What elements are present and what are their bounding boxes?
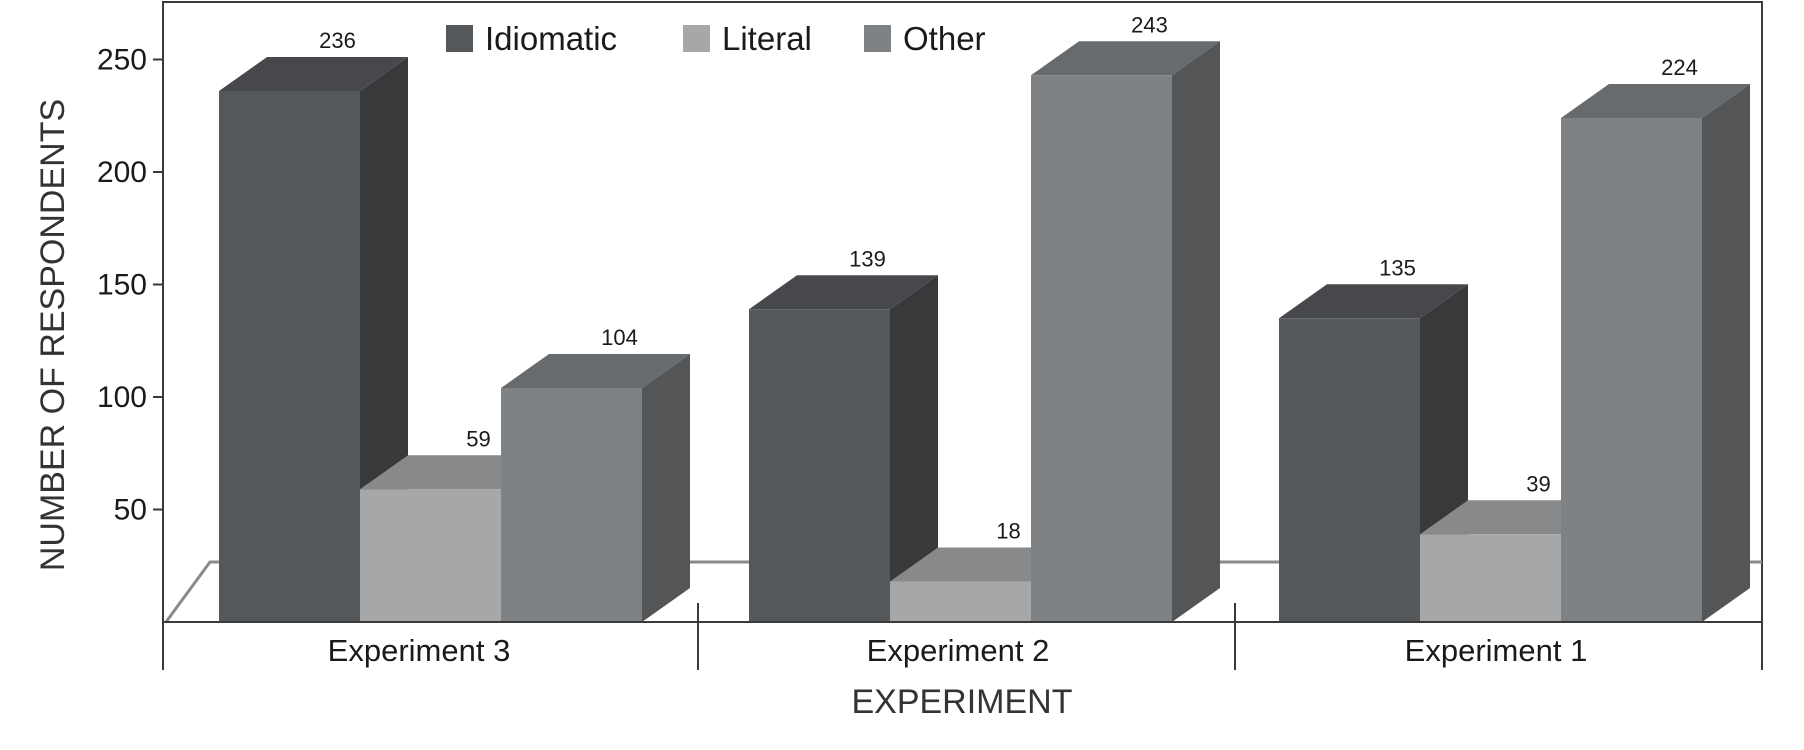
bar-top [219, 57, 408, 91]
value-label-other-3: 224 [1661, 55, 1698, 80]
legend-label: Other [903, 20, 986, 57]
y-tick-label: 200 [97, 156, 147, 189]
legend-label: Idiomatic [485, 20, 617, 57]
bar-other-1 [501, 354, 690, 622]
y-tick-label: 50 [114, 494, 147, 527]
value-label-idiomatic-2: 139 [849, 246, 886, 271]
y-tick-label: 100 [97, 381, 147, 414]
value-label-literal-2: 18 [996, 519, 1020, 544]
y-tick-label: 250 [97, 44, 147, 77]
bar-other-2 [1031, 41, 1220, 622]
y-axis: 50 100 150 200 250 [97, 44, 163, 527]
bar-top [749, 275, 938, 310]
legend-item-other: Other [864, 20, 986, 57]
legend-swatch [683, 25, 710, 52]
value-label-other-1: 104 [601, 325, 638, 350]
bar-idiomatic-1 [219, 57, 408, 622]
bar-front [1031, 75, 1172, 622]
bar-front [219, 91, 360, 622]
legend-item-idiomatic: Idiomatic [446, 20, 617, 57]
bar-top [1561, 84, 1750, 118]
x-tick-label-2: Experiment 2 [867, 633, 1050, 668]
bar-front [1561, 118, 1702, 622]
x-axis-labels: Experiment 3 Experiment 2 Experiment 1 [328, 633, 1588, 668]
value-label-literal-1: 59 [466, 426, 490, 451]
bar-side [642, 354, 690, 622]
x-tick-label-3: Experiment 1 [1405, 633, 1588, 668]
bar-front [1420, 534, 1561, 622]
value-label-idiomatic-1: 236 [319, 28, 356, 53]
bar-front [749, 309, 890, 622]
value-label-other-2: 243 [1131, 12, 1168, 37]
value-labels: 236 59 104 139 18 243 135 39 224 [319, 12, 1698, 543]
legend-label: Literal [722, 20, 812, 57]
value-label-literal-3: 39 [1526, 471, 1550, 496]
floor-plane [164, 560, 1762, 623]
bar-idiomatic-2 [749, 275, 938, 622]
x-axis-dividers [162, 603, 1763, 670]
bar-side [1172, 41, 1220, 622]
legend-swatch [446, 25, 473, 52]
bar-front [1279, 318, 1420, 622]
y-axis-title: NUMBER OF RESPONDENTS [34, 99, 72, 571]
legend-item-literal: Literal [683, 20, 812, 57]
bar-side [1702, 84, 1750, 622]
x-axis-title: EXPERIMENT [851, 683, 1072, 721]
bar-top [501, 354, 690, 388]
bars [219, 41, 1750, 622]
legend-swatch [864, 25, 891, 52]
value-label-idiomatic-3: 135 [1379, 255, 1416, 280]
bar-idiomatic-3 [1279, 284, 1468, 622]
bar-other-3 [1561, 84, 1750, 622]
bar-top [1031, 41, 1220, 76]
bar-side [890, 275, 938, 622]
legend: Idiomatic Literal Other [446, 20, 986, 57]
x-tick-label-1: Experiment 3 [328, 633, 511, 668]
bar-front [890, 581, 1031, 622]
bar-front [360, 489, 501, 622]
bar-front [501, 388, 642, 622]
bar-top [1279, 284, 1468, 319]
y-tick-label: 150 [97, 269, 147, 302]
